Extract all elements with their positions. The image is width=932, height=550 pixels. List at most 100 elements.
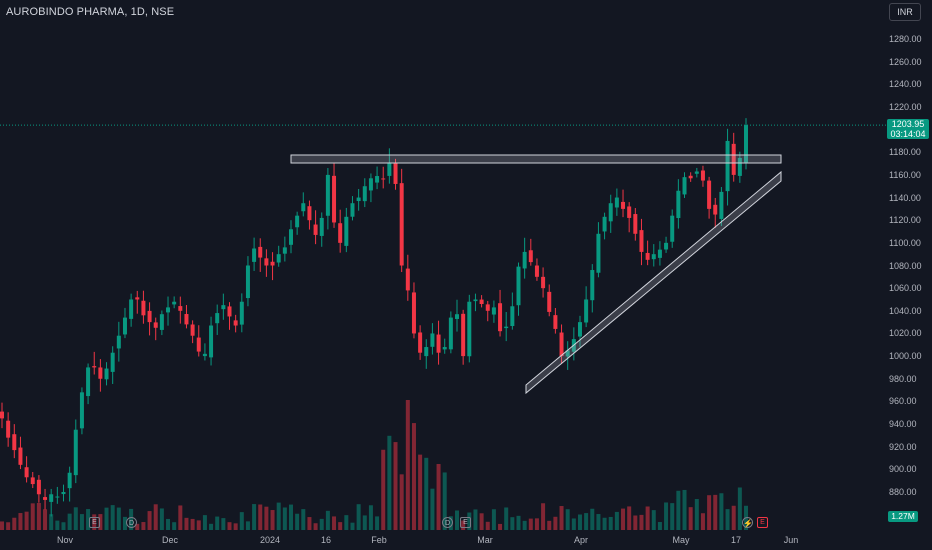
volume-bar [491,509,496,530]
price-axis-label: 1220.00 [889,101,922,112]
candle-body [221,305,226,310]
last-price-label: 1203.95 03:14:04 [887,119,929,139]
volume-bar [166,518,171,530]
candle-body [737,157,742,176]
candle-body [344,216,349,246]
volume-bar [6,522,11,530]
price-axis-label: 1040.00 [889,305,922,316]
volume-bar [159,508,164,530]
candle-body [621,201,626,209]
candle-body [744,125,748,163]
volume-bar [657,522,662,530]
candle-body [424,347,429,357]
volume-bar [172,522,177,530]
time-axis-label: 17 [730,535,742,545]
candle-body [565,350,570,357]
volume-bar [627,506,632,530]
price-axis-label: 880.00 [889,487,917,497]
volume-bar [264,506,269,530]
volume-bar [399,474,404,530]
volume-bar [651,510,656,530]
volume-bar [295,513,300,530]
candle-body [436,334,441,353]
volume-bar [55,520,60,530]
volume-bar [645,506,650,530]
candle-body [473,299,478,302]
candle-body [49,494,54,502]
volume-bar [461,520,466,530]
volume-bar [233,523,238,530]
candle-body [332,175,337,223]
volume-bar [516,515,521,530]
candle-body [707,180,712,209]
dividend-event-icon[interactable]: D [126,517,137,528]
volume-bar [522,520,527,530]
price-axis-label: 1180.00 [889,147,921,158]
lightning-event-icon[interactable]: ⚡ [742,517,753,528]
candle-body [639,230,644,252]
time-axis-label: Nov [56,535,74,545]
volume-bar [590,508,595,530]
volume-bar [49,514,54,530]
volume-bar [36,502,41,530]
volume-bar [190,518,195,530]
candle-body [645,252,650,260]
candle-body [418,332,423,353]
earnings-event-icon[interactable]: E [460,517,471,528]
candle-body [61,492,66,495]
candle-body [30,477,35,485]
candle-body [350,203,355,217]
volume-bar [467,512,472,530]
candle-body [172,301,177,305]
candle-body [368,178,373,191]
price-axis-label: 1000.00 [889,351,922,362]
volume-bar [504,507,509,530]
candle-body [381,178,386,180]
price-axis-label: 1020.00 [889,328,922,339]
volume-bar [61,522,66,530]
volume-bar [86,509,91,530]
earnings-event-icon[interactable]: E [89,517,100,528]
volume-bar [565,509,570,530]
candle-body [375,176,380,183]
volume-bar [196,520,201,530]
candle-body [36,479,41,495]
volume-bar [393,442,398,530]
volume-bar [73,507,78,530]
candle-body [510,306,515,327]
dividend-event-icon[interactable]: D [442,517,453,528]
volume-bar [288,504,293,530]
volume-bar [694,499,699,530]
candle-body [264,258,269,266]
volume-bar [43,509,48,530]
volume-bar [92,514,97,530]
candle-body [455,314,460,319]
volume-bar [313,523,318,530]
candle-body [104,368,109,380]
volume-bar [0,521,4,530]
candle-body [313,224,318,235]
candle-body [559,332,564,357]
upcoming-earnings-icon[interactable]: E [757,517,768,528]
candle-body [135,297,140,300]
volume-bar [713,494,718,530]
time-axis-label: Apr [573,535,589,545]
volume-bar [375,516,380,530]
volume-bar [485,521,490,530]
volume-bar [110,505,115,530]
candle-body [86,367,91,397]
candle-body [184,314,189,325]
candle-body [295,215,300,228]
candle-body [442,347,447,350]
volume-bar [534,518,539,530]
candle-body [676,190,681,219]
volume-bar [362,515,367,530]
candle-body [92,366,97,368]
currency-button[interactable]: INR [889,3,921,21]
candle-body [670,215,675,242]
candle-body [270,261,275,266]
volume-bar [18,513,23,530]
volume-bar [12,517,17,530]
candle-body [584,299,589,323]
